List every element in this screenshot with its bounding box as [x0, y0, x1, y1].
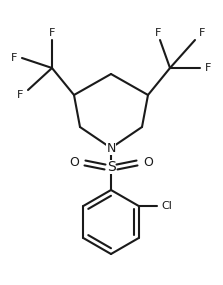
Text: F: F [205, 63, 211, 73]
Text: N: N [106, 141, 116, 154]
Text: F: F [11, 53, 17, 63]
Text: F: F [199, 28, 205, 38]
Text: F: F [49, 28, 55, 38]
Text: F: F [155, 28, 161, 38]
Text: Cl: Cl [161, 201, 172, 211]
Text: O: O [69, 156, 79, 170]
Text: S: S [107, 160, 115, 174]
Text: F: F [17, 90, 23, 100]
Text: O: O [143, 156, 153, 170]
